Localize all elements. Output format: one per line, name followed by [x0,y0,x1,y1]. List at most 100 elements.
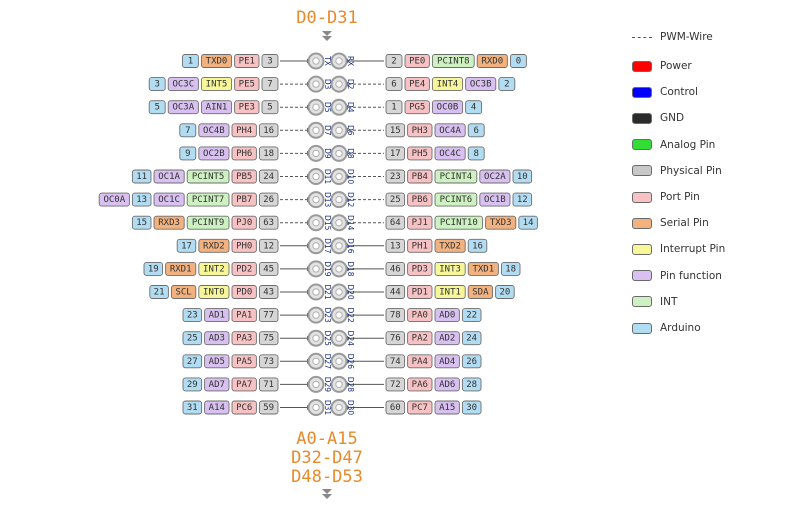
pin-row: D9 D8 18 PH6 OC2B 9 17 PH5 OC4C 8 [179,144,485,162]
arduino-pin-label: 17 [181,241,192,251]
serial-pin-label: TXD2 [439,241,461,251]
physical-pin-label: 43 [263,288,274,298]
arduino-pin-label: 29 [187,380,198,390]
port-pin-box [407,146,433,161]
legend-item: Physical Pin [632,164,722,178]
header-pin-label: D30 [346,400,355,416]
top-heading-group: D0-D31 [296,8,358,41]
interrupt-pin-box [198,285,230,299]
arduino-pin-label: 1 [188,57,193,67]
arduino-pin-label: 3 [154,80,159,90]
int-pin-label: PCINT8 [437,57,470,67]
port-pin-box [407,377,433,392]
physical-pin-box [385,354,406,369]
function-pin-label: AD6 [439,380,455,390]
arduino-pin-box [131,169,152,184]
physical-pin-label: 5 [267,103,272,113]
function-pin-box [204,354,230,369]
function-pin-box [153,192,185,207]
function-pin-box [153,169,185,184]
physical-pin-box [258,238,279,253]
arduino-pin-label: 8 [473,149,478,159]
function-pin-label: AD7 [209,380,225,390]
physical-pin-label: 23 [390,172,401,182]
port-pin-box [231,377,257,392]
legend-item: Control [632,85,698,99]
physical-pin-box [385,331,406,346]
function-pin-label: A15 [439,403,455,413]
header-pin-label: D11 [323,169,332,185]
physical-pin-box [385,215,406,230]
port-pin-box [407,400,433,415]
physical-pin-box [258,354,279,369]
physical-pin-label: 59 [263,403,274,413]
legend-swatch [632,191,652,203]
physical-pin-label: 64 [390,218,401,228]
pin-row: D3 D2 7 PE5 INT5 OC3C 3 6 PE4 INT4 OC3B 2 [148,75,516,93]
legend-label: PWM-Wire [660,31,713,43]
int-pin-box [186,215,230,230]
pin-row: D13 D12 26 PB7 PCINT7 OC1C 13 OC0A 25 PB6 PCINT6 OC… [98,191,533,209]
pin-row: D15 D14 63 PJ0 PCINT9 RXD3 15 64 PJ1 PCINT10 TXD3 1… [131,214,538,232]
function-pin-box [204,400,230,415]
legend-swatch [632,86,652,98]
serial-pin-label: TXD3 [490,218,512,228]
header-pin-label: D13 [323,192,332,208]
legend-label: Pin function [660,269,722,282]
port-pin-label: PA1 [236,311,252,321]
function-pin-box [434,308,460,323]
physical-pin-label: 45 [263,264,274,274]
arrow-down-icon [322,489,332,494]
function-pin-box [204,331,230,346]
legend-label: INT [660,295,678,308]
interrupt-pin-box [431,77,464,92]
arduino-pin-box [149,285,169,299]
legend-swatch [632,112,652,124]
arduino-pin-box [465,100,483,115]
port-pin-label: PH0 [236,241,252,251]
function-pin-label: OC3B [470,80,492,90]
legend-label: Physical Pin [660,164,722,177]
port-pin-label: PB7 [236,195,252,205]
arduino-pin-box [182,308,203,323]
header-pin-hole [335,219,343,227]
arduino-pin-label: 18 [505,264,516,274]
serial-pin-label: TXD0 [206,57,228,67]
port-pin-label: PJ1 [412,218,428,228]
port-pin-box [407,285,433,299]
arduino-pin-box [176,238,197,253]
arduino-pin-box [131,192,152,207]
pin-row: D7 D6 16 PH4 OC4B 7 15 PH3 OC4A 6 [179,121,485,139]
serial-pin-box [165,261,197,276]
arduino-pin-box [495,285,515,299]
physical-pin-label: 76 [390,334,401,344]
header-pin-label: D23 [323,307,332,323]
function-pin-label: OC1C [158,195,180,205]
int-pin-box [434,169,478,184]
legend-label: Port Pin [660,191,700,203]
port-pin-box [407,215,433,230]
pin-row: D23 D22 77 PA1 AD1 23 78 PA0 AD0 22 [182,306,482,324]
function-pin-box [198,123,230,138]
interrupt-pin-label: INT4 [437,80,459,90]
arduino-pin-box [518,215,538,230]
header-pin-hole [312,334,320,342]
function-pin-label: OC0B [437,103,459,113]
pin-row: TX RX 3 PE1 TXD0 1 2 PE0 PCINT8 RXD0 0 [181,52,527,70]
arduino-pin-label: 5 [154,103,159,113]
header-pin-hole [335,357,343,365]
function-pin-box [434,354,460,369]
arduino-pin-label: 25 [187,334,198,344]
function-pin-box [434,146,466,161]
bottom-heading-d48: D48-D53 [291,467,363,487]
header-pin-label: D21 [323,284,332,300]
port-pin-box [234,54,260,68]
header-pin-hole [312,172,320,181]
physical-pin-label: 60 [390,403,401,413]
header-pin-label: D10 [346,169,355,185]
int-pin-box [434,192,478,207]
legend-swatch [632,165,652,177]
serial-pin-label: RXD1 [170,264,192,274]
physical-pin-label: 44 [390,288,401,298]
physical-pin-box [261,77,279,92]
